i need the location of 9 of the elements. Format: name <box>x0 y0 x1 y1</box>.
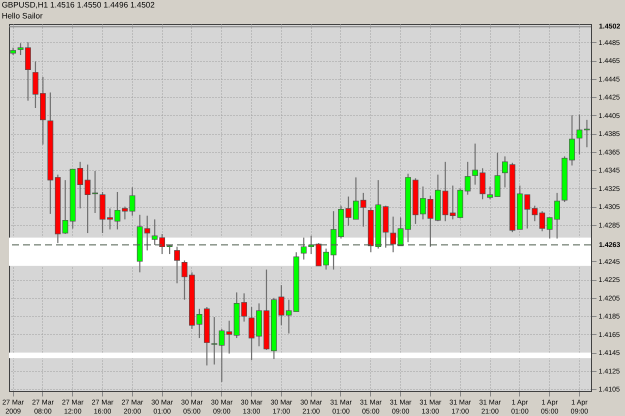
candlestick <box>144 215 150 252</box>
candlestick <box>211 316 218 366</box>
chart-subtitle: Hello Sailor <box>2 12 43 21</box>
candlestick <box>532 205 538 222</box>
candlestick <box>450 184 456 220</box>
chart-title: GBPUSD,H1 1.4516 1.4550 1.4496 1.4502 <box>2 0 156 10</box>
candlestick <box>62 180 68 235</box>
candlestick <box>174 246 180 284</box>
candlestick <box>218 328 225 382</box>
